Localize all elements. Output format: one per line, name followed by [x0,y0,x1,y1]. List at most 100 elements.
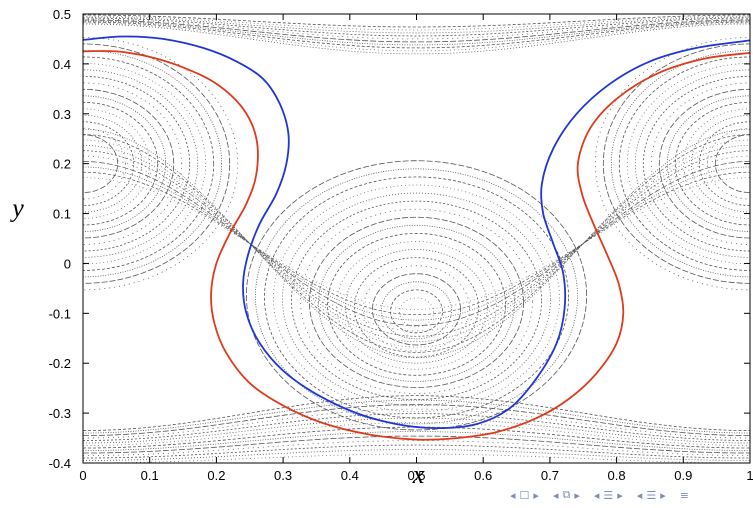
orbit-ring [83,101,159,226]
x-tick-label: 0.9 [674,468,692,483]
orbit-ring [327,232,506,376]
orbit-lobe [83,128,750,359]
orbit-ring [714,134,750,193]
x-tick-label: 0.6 [474,468,492,483]
orbit-wave [83,19,750,43]
orbit-wave [83,440,750,456]
x-tick-label: 1 [746,468,753,483]
orbit-wave [83,422,750,446]
orbit-ring [281,192,551,407]
orbit-ring [83,82,183,245]
orbit-ring [83,62,207,265]
x-tick-label: 0 [79,468,86,483]
x-tick-label: 0.1 [141,468,159,483]
nav-next-subsection-icon[interactable]: ▸ [574,488,580,502]
orbit-ring [308,216,524,388]
x-tick-label: 0.4 [341,468,359,483]
orbit-ring [83,95,167,232]
orbit-ring [399,297,434,328]
orbit-wave [83,426,750,449]
orbit-ring [272,184,560,413]
nav-prev-frame-icon[interactable]: ◂ [510,488,516,502]
orbit-lobe [83,166,750,321]
orbit-wave [83,408,750,439]
orbit-wave [83,417,750,444]
orbit-wave [83,431,750,451]
orbit-ring [690,114,750,213]
orbit-lobe [83,134,750,353]
x-tick-label: 0.8 [608,468,626,483]
nav-frame-icon[interactable]: ☐ [519,488,530,502]
orbit-ring [83,108,151,219]
nav-subsubsection-icon[interactable]: ☰ [646,488,657,502]
orbit-ring [674,101,750,226]
orbit-ring [83,121,135,207]
orbit-wave [83,14,750,28]
nav-section-icon[interactable]: ☰ [603,488,614,502]
nav-prev-subsubsection-icon[interactable]: ◂ [636,488,643,502]
orbit-ring [83,134,119,193]
series-line-0 [83,35,750,430]
y-tick-label: 0.2 [53,157,71,172]
orbit-ring [83,43,231,284]
orbit-ring [83,88,175,239]
y-tick-label: 0 [64,256,71,271]
y-tick-label: 0.1 [53,207,71,222]
orbit-wave [83,444,750,459]
beamer-navigation-bar: ◂ ☐ ▸ ◂ ⧉ ▸ ◂ ☰ ▸ ◂ ☰ ▸ ≡ [510,486,689,504]
orbit-ring [336,240,497,370]
chart: 0 0.1 0.2 0.3 0.4 0.5 0.6 0.7 0.8 0.9 1 -0.4 -0.3 -0.… [9,7,753,486]
orbit-ring [290,200,542,401]
x-axis-label: x [412,460,425,486]
orbit-ring [658,88,750,239]
orbit-wave [83,16,750,34]
nav-subsection-icon[interactable]: ⧉ [562,488,571,501]
y-tick-label: 0.5 [53,7,71,22]
orbit-ring [381,281,452,340]
orbit-ring [634,69,750,258]
orbit-wave [83,17,750,37]
nav-next-section-icon[interactable]: ▸ [617,488,623,502]
orbit-ring [318,224,515,382]
orbit-ring [354,257,479,358]
orbit-lobe [83,161,750,326]
orbit-wave [83,395,750,431]
y-tick-label: 0.3 [53,107,71,122]
orbit-ring [618,56,750,271]
y-tick-label: -0.3 [49,406,71,421]
orbit-lobe [83,144,750,343]
orbit-ring [698,121,750,207]
x-tick-label: 0.5 [407,468,425,483]
orbit-ring [83,49,223,278]
orbit-ring [372,273,461,346]
orbit-ring [682,108,750,219]
y-axis-label: y [9,194,24,223]
x-tick-label: 0.3 [274,468,292,483]
orbit-wave [83,449,750,461]
x-tick-label: 0.2 [207,468,225,483]
nav-prev-section-icon[interactable]: ◂ [593,488,600,502]
y-tick-label: -0.2 [49,356,71,371]
orbit-ring [263,176,569,419]
orbit-lobe [83,150,750,337]
series-line-1 [83,50,750,441]
y-tick-label: 0.4 [53,57,71,72]
orbit-wave [83,399,750,434]
y-tick-label: -0.4 [49,456,71,471]
ticks-layer: 0 0.1 0.2 0.3 0.4 0.5 0.6 0.7 0.8 0.9 1 -0.4 -0.3 -0.… [49,7,753,483]
nav-next-subsubsection-icon[interactable]: ▸ [660,488,666,502]
orbit-ring [363,265,470,352]
orbit-ring [245,160,587,431]
orbit-ring [642,75,750,252]
series-layer [83,35,750,441]
orbit-wave [83,22,750,52]
poincare-orbits [83,14,750,463]
orbit-ring [83,114,143,213]
nav-next-frame-icon[interactable]: ▸ [533,488,539,502]
orbit-wave [83,20,750,46]
orbit-ring [626,62,750,265]
nav-prev-subsection-icon[interactable]: ◂ [552,488,559,502]
orbit-ring [83,75,191,252]
nav-menu-icon[interactable]: ≡ [679,488,689,502]
y-tick-label: -0.1 [49,306,71,321]
